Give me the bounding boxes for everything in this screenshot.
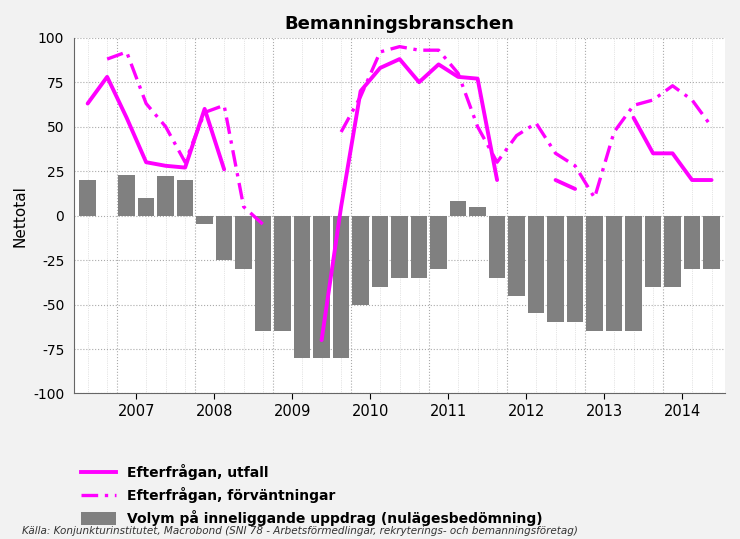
Bar (528, 216, 545, 314)
Bar (489, 216, 505, 278)
Bar (352, 216, 369, 305)
Bar (333, 216, 349, 358)
Bar (118, 175, 135, 216)
Bar (606, 216, 622, 331)
Bar (196, 216, 213, 225)
Bar (684, 216, 700, 269)
Bar (235, 216, 252, 269)
Bar (508, 216, 525, 295)
Bar (450, 202, 466, 216)
Bar (586, 216, 603, 331)
Title: Bemanningsbranschen: Bemanningsbranschen (285, 16, 514, 33)
Bar (294, 216, 310, 358)
Bar (255, 216, 272, 331)
Bar (216, 216, 232, 260)
Bar (411, 216, 428, 278)
Bar (313, 216, 330, 358)
Bar (548, 216, 564, 322)
Bar (371, 216, 389, 287)
Bar (158, 176, 174, 216)
Bar (645, 216, 662, 287)
Bar (469, 206, 486, 216)
Bar (665, 216, 681, 287)
Bar (703, 216, 720, 269)
Bar (177, 180, 193, 216)
Bar (430, 216, 447, 269)
Bar (567, 216, 583, 322)
Bar (625, 216, 642, 331)
Bar (275, 216, 291, 331)
Bar (391, 216, 408, 278)
Bar (79, 180, 96, 216)
Text: Källa: Konjunkturinstitutet, Macrobond (SNI 78 - Arbetsförmedlingar, rekrytering: Källa: Konjunkturinstitutet, Macrobond (… (22, 526, 578, 536)
Legend: Efterfrågan, utfall, Efterfrågan, förväntningar, Volym på inneliggande uppdrag (: Efterfrågan, utfall, Efterfrågan, förvän… (81, 465, 542, 527)
Y-axis label: Nettotal: Nettotal (13, 185, 27, 246)
Bar (138, 198, 155, 216)
